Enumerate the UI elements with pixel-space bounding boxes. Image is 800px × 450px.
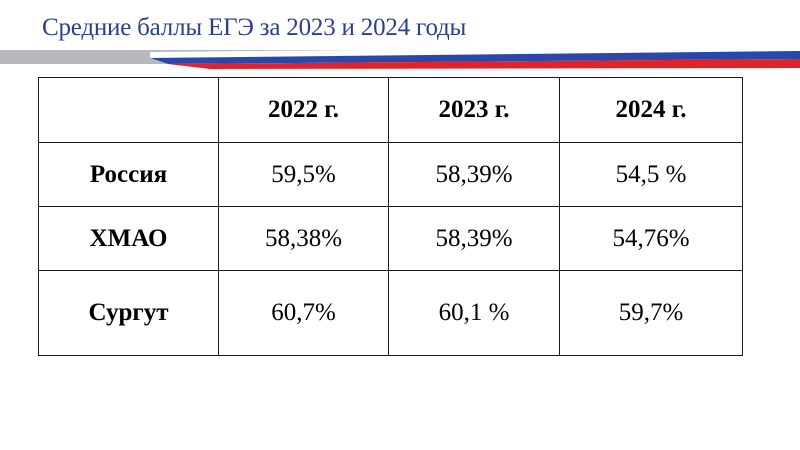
table-row: ХМАО 58,38% 58,39% 54,76% (38, 206, 743, 271)
cell-russia-2022: 59,5% (218, 142, 389, 207)
table-row: Сургут 60,7% 60,1 % 59,7% (38, 270, 743, 356)
ribbon-white-band (150, 46, 800, 58)
ribbon-blue-band (150, 51, 800, 64)
row-label-hmao: ХМАО (38, 206, 219, 271)
header-cell-empty (38, 77, 219, 143)
cell-surgut-2024: 59,7% (559, 270, 743, 356)
ribbon-red-band (168, 59, 800, 69)
header-cell-2023: 2023 г. (388, 77, 560, 143)
header-cell-2024: 2024 г. (559, 77, 743, 143)
exam-scores-table: 2022 г. 2023 г. 2024 г. Россия 59,5% 58,… (38, 77, 743, 356)
tricolor-ribbon (0, 46, 800, 69)
cell-hmao-2024: 54,76% (559, 206, 743, 271)
cell-russia-2023: 58,39% (388, 142, 560, 207)
cell-surgut-2022: 60,7% (218, 270, 389, 356)
table-header-row: 2022 г. 2023 г. 2024 г. (38, 77, 743, 143)
cell-surgut-2023: 60,1 % (388, 270, 560, 356)
slide-title: Средние баллы ЕГЭ за 2023 и 2024 годы (42, 14, 467, 41)
table-row: Россия 59,5% 58,39% 54,5 % (38, 142, 743, 207)
row-label-russia: Россия (38, 142, 219, 207)
cell-hmao-2022: 58,38% (218, 206, 389, 271)
row-label-surgut: Сургут (38, 270, 219, 356)
cell-russia-2024: 54,5 % (559, 142, 743, 207)
cell-hmao-2023: 58,39% (388, 206, 560, 271)
header-cell-2022: 2022 г. (218, 77, 389, 143)
ribbon-gray-tail (0, 58, 168, 64)
